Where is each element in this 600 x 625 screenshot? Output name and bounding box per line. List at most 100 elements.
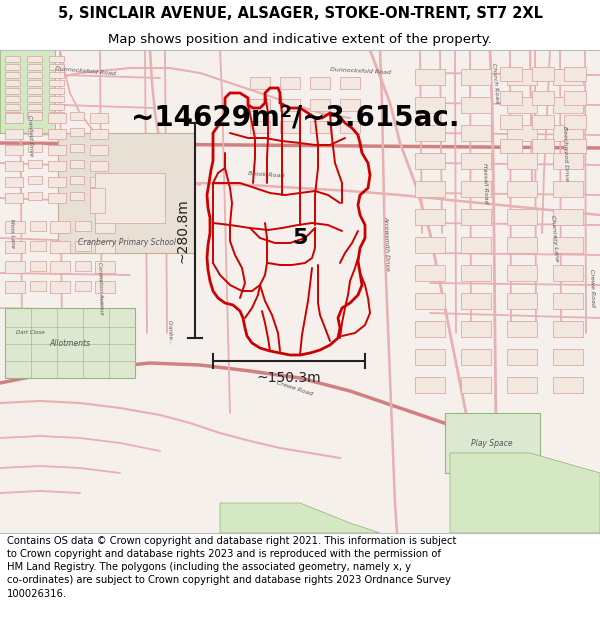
Bar <box>461 97 491 113</box>
Bar <box>553 237 583 253</box>
Bar <box>90 129 108 139</box>
Bar <box>553 181 583 197</box>
Bar <box>30 281 46 291</box>
Bar <box>5 177 23 187</box>
Bar <box>90 113 108 123</box>
Bar <box>28 176 42 184</box>
Bar <box>340 77 360 89</box>
Bar <box>553 321 583 337</box>
Bar <box>49 64 64 70</box>
Bar <box>5 96 20 102</box>
Bar <box>49 104 64 110</box>
Text: Coronation Avenue: Coronation Avenue <box>97 261 103 314</box>
Bar <box>461 349 491 365</box>
Text: Dart Close: Dart Close <box>16 331 44 336</box>
Bar <box>49 72 64 78</box>
Bar <box>95 221 115 233</box>
Bar <box>553 349 583 365</box>
Bar <box>28 192 42 200</box>
Bar <box>70 112 84 120</box>
Text: Church Road: Church Road <box>491 62 499 103</box>
Bar <box>27 64 42 70</box>
Bar <box>5 145 23 155</box>
Bar <box>5 56 20 62</box>
Bar <box>75 241 91 251</box>
Bar <box>340 99 360 111</box>
Bar <box>280 77 300 89</box>
Bar <box>461 377 491 393</box>
Bar <box>75 261 91 271</box>
Bar <box>5 221 25 233</box>
Bar <box>30 241 46 251</box>
Text: 5: 5 <box>292 228 308 248</box>
Bar <box>5 104 20 110</box>
Bar <box>27 56 42 62</box>
Bar <box>48 129 66 139</box>
Text: Dunnocksfold Road: Dunnocksfold Road <box>330 67 391 75</box>
Bar <box>27 72 42 78</box>
Bar <box>280 99 300 111</box>
Bar <box>5 281 25 293</box>
Bar <box>507 321 537 337</box>
Bar <box>415 265 445 281</box>
Bar <box>564 67 586 81</box>
Text: Moss Lane: Moss Lane <box>9 218 15 248</box>
Bar <box>507 293 537 309</box>
Bar <box>532 139 554 153</box>
Bar <box>461 69 491 85</box>
Bar <box>70 160 84 168</box>
Text: Beechwood Drive: Beechwood Drive <box>562 126 568 181</box>
Polygon shape <box>0 50 55 133</box>
Bar <box>5 72 20 78</box>
Bar <box>50 221 70 233</box>
Bar <box>90 145 108 155</box>
Text: Chancery Lane: Chancery Lane <box>550 214 560 262</box>
Bar <box>95 281 115 293</box>
Bar <box>507 349 537 365</box>
Bar <box>532 91 554 105</box>
Text: ~14629m²/~3.615ac.: ~14629m²/~3.615ac. <box>131 104 459 132</box>
Bar <box>70 176 84 184</box>
Bar <box>500 139 522 153</box>
Bar <box>553 265 583 281</box>
Bar <box>461 321 491 337</box>
Bar <box>280 121 300 133</box>
Bar <box>250 121 270 133</box>
Bar <box>507 265 537 281</box>
Bar <box>250 99 270 111</box>
Bar <box>75 281 91 291</box>
Bar <box>461 293 491 309</box>
Bar <box>27 88 42 94</box>
Bar <box>532 67 554 81</box>
Bar <box>500 67 522 81</box>
Bar <box>310 121 330 133</box>
Bar <box>415 349 445 365</box>
Bar <box>415 125 445 141</box>
Bar <box>553 377 583 393</box>
Bar <box>415 69 445 85</box>
Bar <box>340 121 360 133</box>
Bar <box>461 181 491 197</box>
Bar <box>5 261 25 273</box>
Text: 5, SINCLAIR AVENUE, ALSAGER, STOKE-ON-TRENT, ST7 2XL: 5, SINCLAIR AVENUE, ALSAGER, STOKE-ON-TR… <box>58 6 542 21</box>
Bar <box>48 145 66 155</box>
Bar <box>310 99 330 111</box>
Bar <box>49 56 64 62</box>
Bar <box>5 112 20 118</box>
Polygon shape <box>58 133 195 253</box>
Bar <box>90 177 108 187</box>
Bar <box>48 113 66 123</box>
Bar <box>507 153 537 169</box>
Text: Cranberry Primary School: Cranberry Primary School <box>78 238 176 247</box>
Bar <box>507 209 537 225</box>
Text: Dunnocksfold Road: Dunnocksfold Road <box>55 66 116 76</box>
Bar <box>49 88 64 94</box>
Bar <box>90 161 108 171</box>
Text: Cranfield Drive: Cranfield Drive <box>27 114 33 156</box>
Bar <box>553 125 583 141</box>
Bar <box>553 153 583 169</box>
Bar <box>415 97 445 113</box>
Bar <box>507 377 537 393</box>
Bar <box>415 321 445 337</box>
Bar <box>95 173 165 223</box>
